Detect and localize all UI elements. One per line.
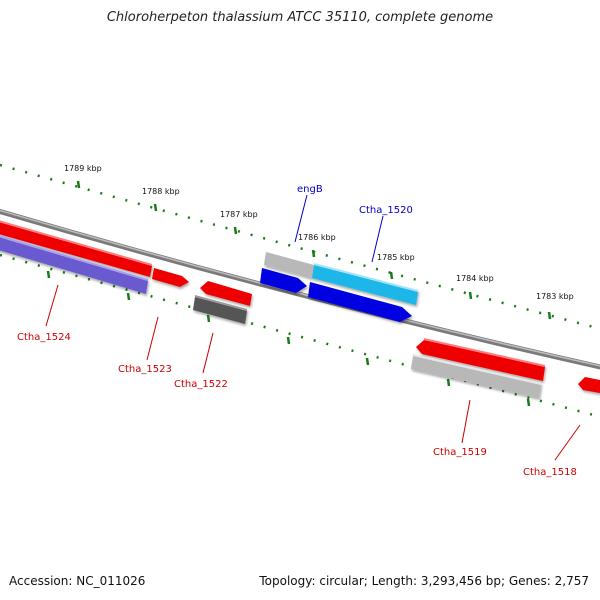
gene-ctha-1522[interactable] <box>200 281 252 306</box>
gene-red-large-top <box>0 220 152 266</box>
gene-ctha-1520-top <box>314 263 418 292</box>
gene-blue-large[interactable] <box>308 282 412 322</box>
genome-backbone <box>0 208 600 370</box>
gene-label-ctha-1518[interactable]: Ctha_1518 <box>523 467 577 478</box>
gene-darkgray-top <box>195 295 247 311</box>
leader-lines <box>45 194 581 461</box>
genome-backbone-highlight <box>0 209 600 367</box>
kbp-label: 1785 kbp <box>377 253 415 262</box>
outer-major-ticks <box>76 180 552 320</box>
kbp-label: 1783 kbp <box>536 292 574 301</box>
gene-label-ctha-1519[interactable]: Ctha_1519 <box>433 447 487 458</box>
gene-red-large[interactable] <box>0 221 152 277</box>
gene-red-right[interactable] <box>416 340 545 381</box>
gene-label-ctha-1524[interactable]: Ctha_1524 <box>17 332 71 343</box>
gene-ctha-1518[interactable] <box>578 377 600 394</box>
gene-darkgray[interactable] <box>193 297 247 324</box>
kbp-label: 1784 kbp <box>456 274 494 283</box>
map-title: Chloroherpeton thalassium ATCC 35110, co… <box>106 10 494 25</box>
gene-red-right-top <box>424 338 545 367</box>
gene-lightgray-engb[interactable] <box>264 252 314 278</box>
gene-ctha-1519[interactable] <box>411 356 541 398</box>
kbp-label: 1789 kbp <box>64 164 102 173</box>
gene-purple[interactable] <box>0 236 148 294</box>
gene-label-ctha-1522[interactable]: Ctha_1522 <box>174 379 228 390</box>
inner-major-ticks <box>46 270 531 407</box>
gene-purple-top <box>0 235 148 281</box>
accession-label: Accession: NC_011026 <box>9 574 146 588</box>
gene-label-ctha-1523[interactable]: Ctha_1523 <box>118 364 172 375</box>
gene-ctha-1520[interactable] <box>312 265 418 305</box>
kbp-label: 1788 kbp <box>142 187 180 196</box>
kbp-label: 1787 kbp <box>220 210 258 219</box>
kbp-label: 1786 kbp <box>298 233 336 242</box>
outer-tick-ring <box>0 163 600 330</box>
gene-blue-small[interactable] <box>260 268 307 293</box>
gene-label-ctha-1520[interactable]: Ctha_1520 <box>359 205 413 216</box>
kbp-labels: 1789 kbp 1788 kbp 1787 kbp 1786 kbp 1785… <box>64 164 574 301</box>
gene-label-engb[interactable]: engB <box>297 184 323 195</box>
genome-summary: Topology: circular; Length: 3,293,456 bp… <box>259 574 589 588</box>
inner-tick-ring <box>0 253 600 418</box>
gene-ctha-1523[interactable] <box>152 268 189 287</box>
gene-ctha-1519-top <box>413 354 541 385</box>
